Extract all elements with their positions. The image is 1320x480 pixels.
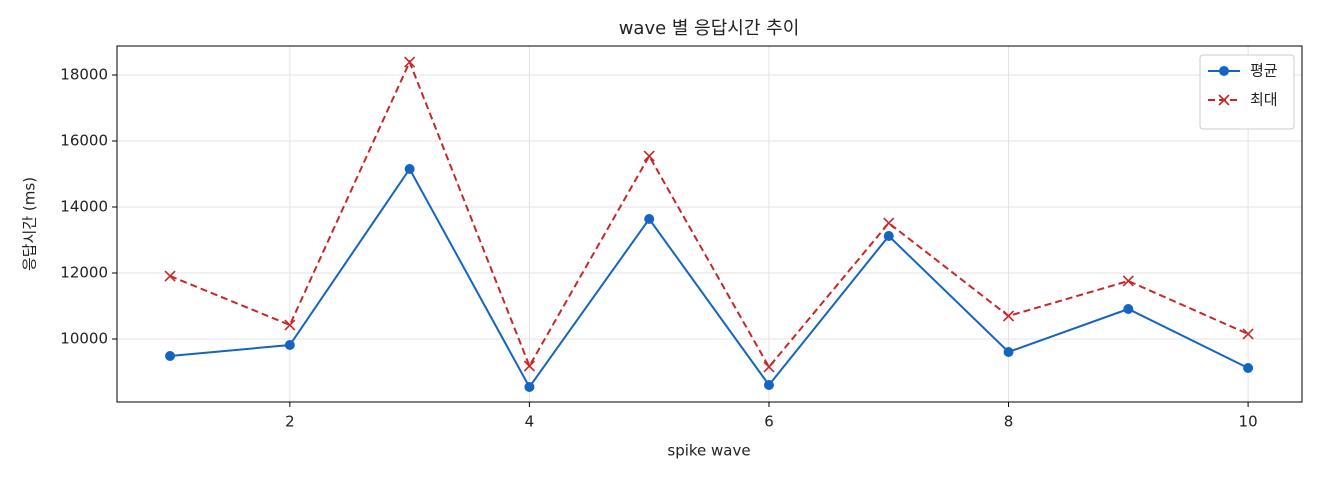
point: [883, 217, 895, 229]
legend-label: 평균: [1250, 62, 1278, 80]
point: [643, 150, 655, 162]
point: [1003, 347, 1014, 358]
x-tick-label: 2: [285, 413, 295, 431]
point: [284, 319, 296, 331]
y-axis-label: 응답시간 (ms): [21, 177, 39, 271]
point: [165, 350, 176, 361]
point: [1002, 310, 1015, 322]
point: [1243, 363, 1254, 374]
point: [763, 380, 774, 391]
x-axis-label: spike wave: [667, 442, 750, 460]
point: [284, 340, 295, 351]
point: [883, 231, 894, 242]
line: [169, 59, 1249, 369]
legend-label: 최대: [1250, 91, 1278, 109]
legend-marker: [1219, 66, 1229, 76]
line: [169, 167, 1249, 389]
point: [1122, 275, 1134, 287]
y-tick-label: 12000: [60, 264, 108, 282]
x-tick-label: 4: [525, 413, 535, 431]
point: [404, 163, 415, 174]
chart-title: wave 별 응답시간 추이: [619, 18, 800, 39]
point: [1123, 304, 1134, 315]
x-tick-label: 8: [1004, 413, 1014, 431]
x-tick-label: 6: [764, 413, 774, 431]
legend-box: [1199, 54, 1295, 130]
x-tick-label: 10: [1239, 413, 1258, 431]
point: [1242, 328, 1254, 340]
legend-marker: [1218, 94, 1230, 106]
point: [164, 270, 176, 282]
point: [523, 360, 535, 372]
point: [404, 56, 416, 68]
point: [524, 382, 535, 393]
y-tick-label: 10000: [60, 330, 108, 348]
point: [763, 361, 775, 373]
y-tick-label: 14000: [60, 198, 108, 216]
y-tick-label: 16000: [60, 132, 108, 150]
point: [644, 214, 655, 225]
plot-frame: [116, 45, 1303, 403]
y-tick-label: 18000: [60, 66, 108, 84]
